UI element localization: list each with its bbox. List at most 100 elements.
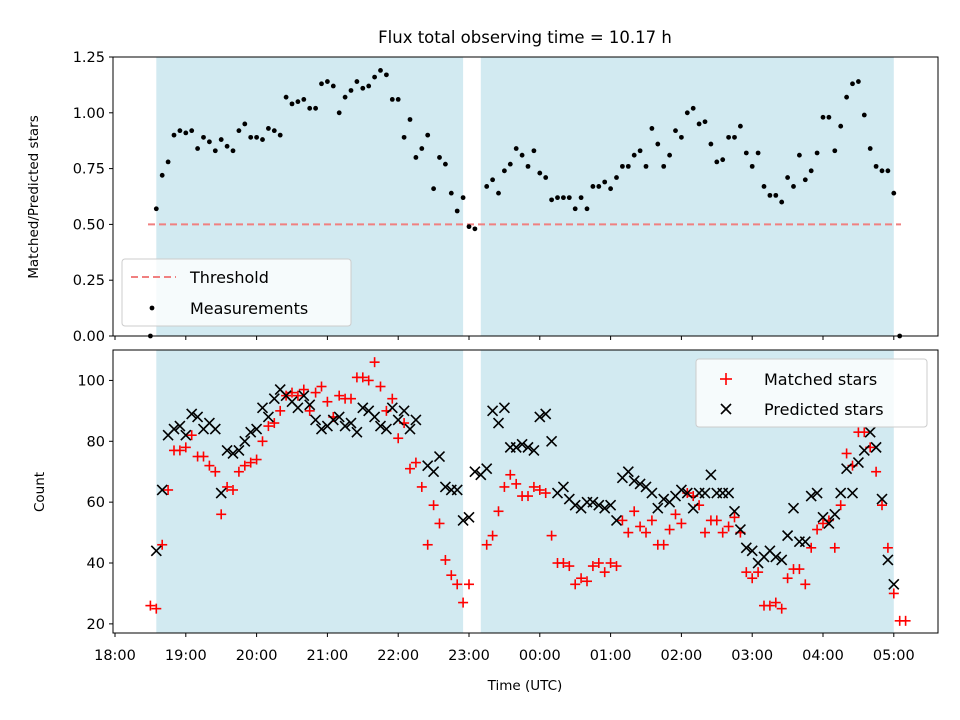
matched-star-point <box>871 466 882 477</box>
measurement-point <box>549 197 554 203</box>
predicted-star-point <box>787 502 800 514</box>
predicted-star-point <box>622 466 634 478</box>
predicted-star-point <box>386 402 398 414</box>
measurement-point <box>378 67 383 73</box>
predicted-star-point <box>799 536 811 548</box>
measurement-point <box>738 123 743 129</box>
predicted-star-point <box>805 490 817 502</box>
measurement-point <box>519 152 525 158</box>
top-shaded-span <box>480 57 894 336</box>
measurement-point <box>301 97 307 102</box>
measurement-point <box>614 175 619 180</box>
predicted-star-point <box>357 402 369 414</box>
top-y-tick-label: 1.00 <box>73 106 105 122</box>
matched-star-point <box>505 469 516 480</box>
predicted-star-point <box>268 393 280 405</box>
matched-star-point <box>700 527 710 538</box>
measurement-point <box>820 114 826 120</box>
matched-star-point <box>292 390 303 401</box>
matched-star-point <box>263 421 274 432</box>
measurement-point <box>708 141 714 147</box>
measurement-point <box>602 179 608 185</box>
predicted-star-point <box>469 466 481 478</box>
bottom-legend-box <box>695 358 928 428</box>
measurement-point <box>325 79 330 84</box>
matched-star-point <box>369 357 380 368</box>
predicted-star-point <box>546 435 558 447</box>
measurement-point <box>861 112 867 118</box>
matched-star-point <box>741 567 752 578</box>
matched-star-point <box>587 561 598 572</box>
predicted-star-point <box>858 444 870 456</box>
measurement-point <box>785 175 790 180</box>
matched-star-point <box>576 573 587 584</box>
matched-star-point <box>882 542 893 553</box>
predicted-star-point <box>351 426 363 438</box>
predicted-star-point <box>492 417 505 429</box>
top-axes-frame <box>112 56 939 337</box>
predicted-star-point <box>652 502 664 514</box>
matched-star-point <box>198 451 209 462</box>
measurement-point <box>289 101 295 107</box>
predicted-star-point <box>534 411 546 423</box>
predicted-star-point <box>569 499 581 511</box>
measurement-point <box>443 161 448 167</box>
predicted-star-point <box>823 517 835 530</box>
matched-star-point <box>493 506 504 517</box>
bottom-x-ticks: 18:00 19:00 20:00 21:00 22:00 23:00 00:00 01:00… <box>94 633 915 664</box>
top-y-tick-label: 0.00 <box>73 329 105 345</box>
measurement-point <box>867 146 873 151</box>
predicted-star-point <box>528 444 540 456</box>
predicted-star-point <box>233 444 245 456</box>
matched-star-point <box>617 515 628 526</box>
predicted-star-point <box>239 435 251 447</box>
x-tick-label: 02:00 <box>661 648 703 664</box>
measurement-point <box>413 155 419 160</box>
matched-star-point <box>717 527 728 538</box>
bottom-axes-frame <box>112 349 939 634</box>
measurement-point <box>649 126 655 131</box>
top-y-ticks: 0.00 0.25 0.50 0.75 1.00 1.25 <box>73 50 113 345</box>
measurement-point <box>389 97 395 102</box>
measurement-point <box>366 83 372 89</box>
matched-star-point <box>841 448 852 459</box>
x-tick-label: 01:00 <box>590 648 632 664</box>
threshold-legend-label: Threshold <box>189 268 269 287</box>
predicted-star-point <box>516 438 528 450</box>
measurement-point <box>667 152 672 158</box>
bottom-shaded-span <box>156 350 464 633</box>
matched-star-point <box>151 603 162 614</box>
x-tick-label: 23:00 <box>448 648 490 664</box>
matched-star-point <box>593 558 604 569</box>
matched-star-point <box>558 558 569 569</box>
measurement-point <box>342 94 348 100</box>
matched-star-point <box>357 372 368 383</box>
measurement-point <box>360 85 366 91</box>
predicted-star-point <box>557 481 569 493</box>
measurement-point <box>625 163 631 169</box>
matched-star-point <box>393 433 404 444</box>
matched-star-point <box>776 603 787 614</box>
measurement-point <box>791 184 796 189</box>
matched-star-point <box>829 542 840 553</box>
matched-legend-marker <box>720 373 732 385</box>
measurement-point <box>826 114 832 120</box>
matched-star-point <box>641 527 651 538</box>
predicted-star-point <box>699 487 711 499</box>
measurement-point <box>743 150 749 156</box>
predicted-star-point <box>380 423 392 435</box>
predicted-star-point <box>888 578 900 590</box>
predicted-star-point <box>451 484 463 496</box>
bottom-y-tick-label: 60 <box>87 495 105 511</box>
predicted-star-point <box>439 481 451 493</box>
measurement-point <box>643 163 649 169</box>
measurement-point <box>207 139 212 145</box>
matched-star-point <box>422 539 433 550</box>
x-tick-label: 03:00 <box>731 648 773 664</box>
measurement-point <box>266 126 271 131</box>
predicted-star-point <box>870 441 882 453</box>
predicted-star-point <box>675 484 687 496</box>
matched-star-point <box>646 515 657 526</box>
matched-star-point <box>204 460 215 471</box>
measurement-point <box>850 81 855 87</box>
